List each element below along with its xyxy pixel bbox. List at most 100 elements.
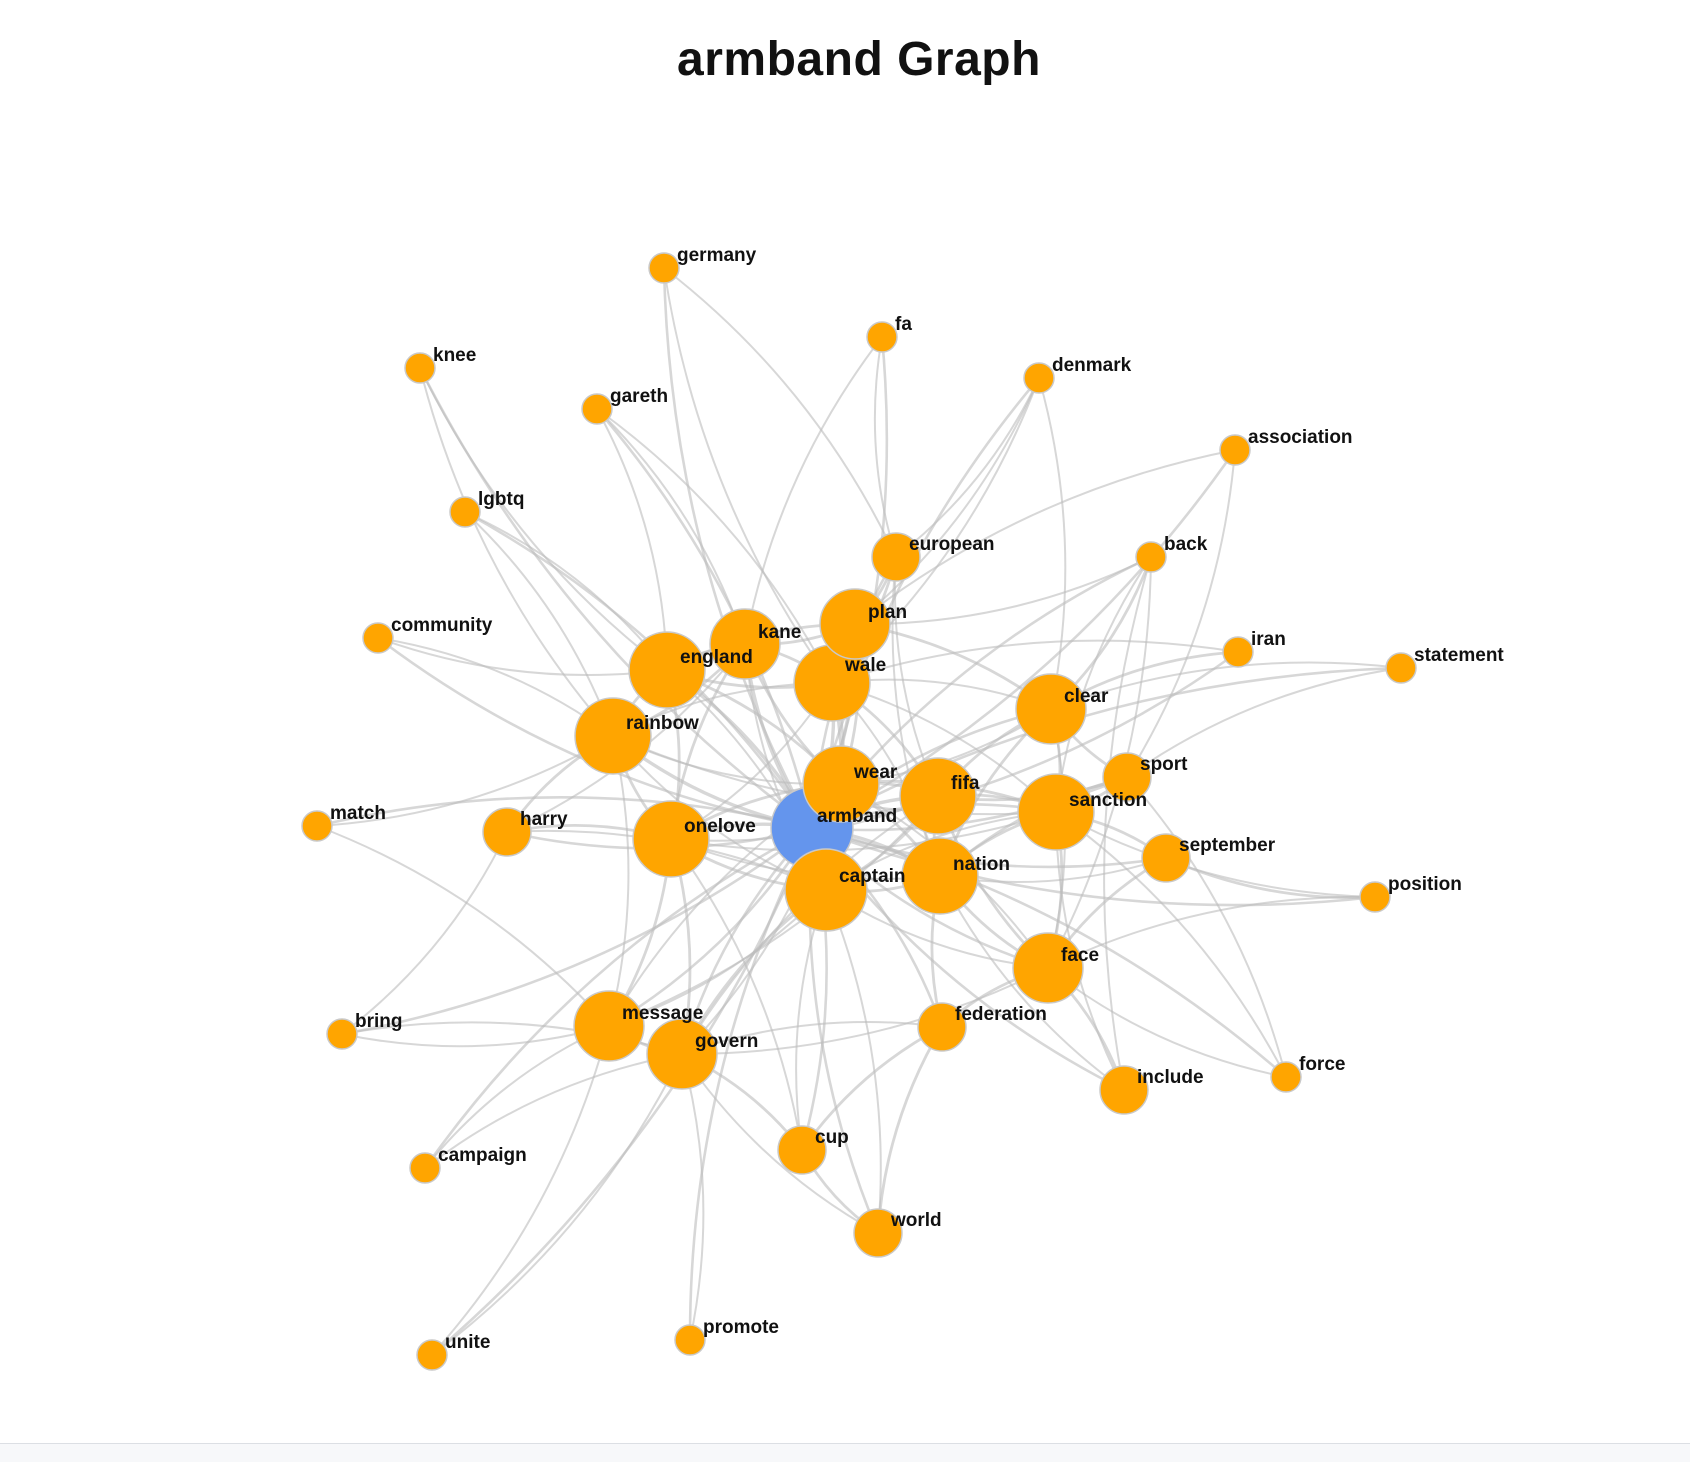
node-nation[interactable] [901,837,979,915]
node-label-captain: captain [839,866,906,887]
edge-wale-iran [831,639,1239,684]
node-denmark[interactable] [1023,362,1055,394]
node-label-kane: kane [758,622,801,643]
node-back[interactable] [1135,541,1167,573]
node-label-message: message [622,1003,703,1024]
node-face[interactable] [1012,932,1084,1004]
node-fa[interactable] [866,321,898,353]
node-label-back: back [1164,534,1208,555]
node-label-rainbow: rainbow [626,713,699,734]
node-label-association: association [1248,427,1353,448]
edge-federation-world [876,1025,944,1235]
edge-sanction-position [1055,811,1376,898]
node-label-fa: fa [895,314,912,335]
node-campaign[interactable] [409,1152,441,1184]
node-match[interactable] [301,810,333,842]
node-label-wear: wear [853,762,898,783]
edge-armband-iran [810,650,1240,830]
node-kane[interactable] [709,608,781,680]
node-label-england: england [680,647,753,668]
edge-plan-back [854,556,1152,626]
edge-kane-fa [744,336,883,645]
edge-message-unite [431,1025,610,1356]
node-label-fifa: fifa [951,773,980,794]
edge-england-knee [419,367,668,671]
node-germany[interactable] [648,252,680,284]
node-association[interactable] [1219,434,1251,466]
node-world[interactable] [853,1208,903,1258]
edge-clear-denmark [1038,377,1067,710]
node-statement[interactable] [1385,652,1417,684]
node-european[interactable] [871,532,921,582]
node-label-lgbtq: lgbtq [478,489,524,510]
node-clear[interactable] [1015,673,1087,745]
node-force[interactable] [1270,1061,1302,1093]
node-label-denmark: denmark [1052,355,1132,376]
labels-layer: armband wear fifa captain nation onelove sanct… [330,245,1504,1353]
node-captain[interactable] [784,848,868,932]
edge-fifa-message [608,795,939,1027]
node-september[interactable] [1141,833,1191,883]
node-fifa[interactable] [899,757,977,835]
node-label-plan: plan [868,602,907,623]
graph-title: armband Graph [677,33,1041,86]
node-label-federation: federation [955,1004,1047,1025]
edge-captain-world [825,889,882,1234]
node-position[interactable] [1359,881,1391,913]
edge-armband-unite [430,826,814,1357]
edge-rainbow-message [608,735,630,1027]
edge-clear-statement [1050,661,1402,710]
edge-govern-promote [681,1053,705,1341]
node-onelove[interactable] [632,800,710,878]
edge-kane-gareth [596,408,746,645]
node-label-germany: germany [677,245,757,266]
node-plan[interactable] [819,588,891,660]
edge-message-match [316,825,610,1027]
node-harry[interactable] [482,807,532,857]
node-federation[interactable] [917,1002,967,1052]
node-community[interactable] [362,622,394,654]
node-promote[interactable] [674,1324,706,1356]
edge-plan-association [854,449,1236,625]
node-unite[interactable] [416,1339,448,1371]
node-wear[interactable] [802,745,880,823]
node-england[interactable] [628,631,706,709]
node-label-include: include [1137,1067,1204,1088]
node-label-match: match [330,803,386,824]
edge-armband-germany [662,266,814,830]
node-label-campaign: campaign [438,1145,527,1166]
node-knee[interactable] [404,352,436,384]
edge-harry-bring [341,831,508,1035]
node-sport[interactable] [1102,752,1152,802]
edge-armband-match [315,796,814,830]
node-lgbtq[interactable] [449,496,481,528]
node-label-bring: bring [355,1011,403,1032]
node-label-nation: nation [953,854,1010,875]
edge-wale-germany [663,267,833,684]
node-label-cup: cup [815,1127,849,1148]
node-label-promote: promote [703,1317,779,1338]
edge-sanction-force [1055,811,1287,1078]
edge-european-denmark [895,377,1040,558]
node-cup[interactable] [777,1125,827,1175]
node-label-wale: wale [844,655,886,676]
node-bring[interactable] [326,1018,358,1050]
node-label-european: european [909,534,995,555]
node-include[interactable] [1099,1065,1149,1115]
node-iran[interactable] [1222,636,1254,668]
edge-european-fa [873,336,897,558]
node-rainbow[interactable] [574,697,652,775]
node-label-knee: knee [433,345,476,366]
node-label-statement: statement [1414,645,1504,666]
node-sanction[interactable] [1017,773,1095,851]
node-gareth[interactable] [581,393,613,425]
node-label-harry: harry [520,809,568,830]
node-message[interactable] [573,990,645,1062]
node-govern[interactable] [646,1018,718,1090]
bottom-status-bar [0,1443,1690,1462]
edge-sport-association [1126,449,1236,778]
edge-govern-unite [431,1053,683,1356]
edge-onelove-sanction [670,811,1057,852]
edge-nation-european [891,556,941,877]
